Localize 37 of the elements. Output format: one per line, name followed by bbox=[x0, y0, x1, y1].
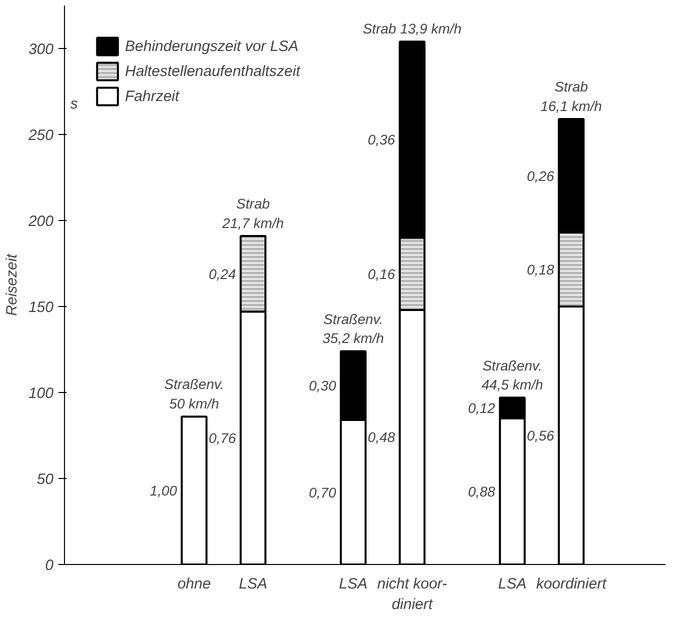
annotation: Strab 16,1 km/h bbox=[540, 78, 602, 114]
annotation: 0,30 bbox=[308, 378, 336, 394]
legend-label: Haltestellenaufenthaltszeit bbox=[125, 62, 300, 80]
y-tick-label: 200 bbox=[27, 213, 54, 230]
x-tick-label: koordiniert bbox=[536, 576, 608, 592]
annotation: 0,88 bbox=[468, 483, 496, 500]
annotation: 0,70 bbox=[308, 484, 336, 500]
x-tick-label: LSA bbox=[339, 576, 368, 592]
y-axis-title: Reisezeit bbox=[3, 253, 20, 316]
annotation: Straßenv. 50 km/h bbox=[164, 376, 224, 412]
annotation: 0,76 bbox=[208, 430, 236, 446]
y-tick-label: 50 bbox=[36, 471, 54, 488]
annotation: Strab 13,9 km/h bbox=[362, 20, 462, 36]
y-tick-label: 100 bbox=[28, 385, 54, 402]
annotation: 0,48 bbox=[368, 429, 396, 446]
text: s bbox=[70, 96, 78, 112]
y-tick-label: 150 bbox=[28, 299, 54, 316]
annotation: 1,00 bbox=[150, 482, 178, 499]
x-tick-label: ohne bbox=[177, 576, 211, 592]
y-tick-label: 250 bbox=[27, 127, 54, 144]
annotation: 0,36 bbox=[368, 132, 396, 148]
annotation: 0,16 bbox=[368, 266, 396, 282]
legend-label: Behinderungszeit vor LSA bbox=[125, 38, 298, 54]
annotation: 0,12 bbox=[468, 400, 496, 416]
annotation: 0,24 bbox=[208, 266, 236, 282]
annotation: 0,26 bbox=[526, 168, 554, 184]
y-tick-label: 0 bbox=[45, 557, 54, 574]
annotation: 0,18 bbox=[526, 262, 554, 278]
x-tick-label: LSA bbox=[498, 576, 526, 592]
annotation: Strab 21,7 km/h bbox=[221, 196, 284, 231]
x-tick-label: nicht koor- diniert bbox=[377, 576, 448, 613]
legend-label: Fahrzeit bbox=[125, 88, 180, 104]
y-tick-label: 300 bbox=[28, 41, 54, 58]
x-tick-label: LSA bbox=[238, 576, 268, 592]
annotation: 0,56 bbox=[526, 428, 554, 444]
annotation: Straßenv. 35,2 km/h bbox=[322, 310, 384, 346]
annotation: Straßenv. 44,5 km/h bbox=[482, 357, 544, 392]
